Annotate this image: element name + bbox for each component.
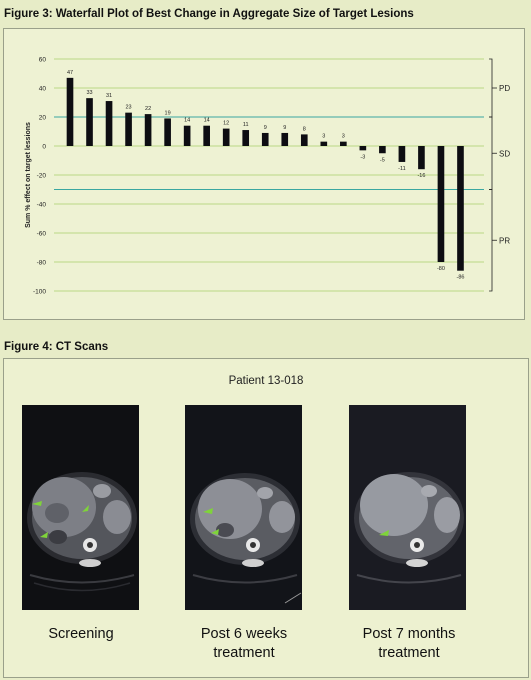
bar-value-label: 19 bbox=[165, 110, 171, 116]
ct-image-6-weeks bbox=[185, 405, 302, 610]
y-tick-label: -40 bbox=[37, 202, 47, 209]
ct-scan-7-months bbox=[349, 405, 466, 610]
bar-value-label: -3 bbox=[360, 154, 365, 160]
category-label: PR bbox=[499, 236, 510, 245]
bar bbox=[105, 101, 113, 146]
bar bbox=[261, 132, 269, 146]
y-tick-label: -60 bbox=[37, 231, 47, 238]
bar-value-label: -16 bbox=[417, 173, 425, 179]
bar-value-label: 14 bbox=[184, 118, 190, 124]
lesion-arrow-6 bbox=[379, 530, 389, 536]
caption-6-weeks: Post 6 weeks treatment bbox=[200, 626, 288, 661]
y-tick-label: 40 bbox=[39, 86, 47, 93]
bar-value-label: 3 bbox=[322, 134, 325, 140]
figure-3-title: Figure 3: Waterfall Plot of Best Change … bbox=[4, 8, 414, 20]
ct-scans-panel: Patient 13-018 bbox=[3, 358, 529, 678]
bar bbox=[164, 118, 171, 146]
y-tick-label: -80 bbox=[37, 260, 47, 267]
bar-value-label: -5 bbox=[380, 157, 385, 163]
bar bbox=[437, 146, 445, 262]
lesion-arrow-2 bbox=[82, 505, 89, 512]
lesion-arrow-3 bbox=[40, 532, 48, 538]
bar-value-label: 12 bbox=[223, 121, 229, 127]
category-bracket bbox=[489, 116, 493, 190]
bar-value-label: 22 bbox=[145, 106, 151, 112]
bar-value-label: 11 bbox=[243, 122, 249, 128]
ct-scan-screening bbox=[22, 405, 139, 610]
bar bbox=[242, 130, 250, 146]
bar-value-label: 47 bbox=[67, 70, 73, 76]
bar bbox=[300, 134, 308, 146]
y-tick-label: -100 bbox=[33, 289, 46, 296]
category-label: PD bbox=[499, 84, 510, 93]
bar-value-label: 9 bbox=[264, 125, 267, 131]
y-tick-label: 0 bbox=[42, 144, 46, 151]
bar-value-label: 3 bbox=[342, 134, 345, 140]
bar bbox=[125, 112, 132, 146]
bar bbox=[359, 146, 367, 151]
category-bracket bbox=[489, 58, 493, 118]
patient-label: Patient 13-018 bbox=[228, 375, 304, 387]
category-bracket bbox=[489, 189, 493, 292]
bar bbox=[203, 125, 210, 146]
waterfall-plot-panel: 60 40 20 0 -20 -40 -60 -80 -100 47 33 31 23 22 19 14 14 1… bbox=[3, 28, 525, 320]
bar-value-label: 31 bbox=[106, 93, 112, 99]
bar bbox=[86, 98, 93, 146]
ct-scan-6-weeks bbox=[185, 405, 302, 610]
lesion-arrow-1 bbox=[32, 501, 42, 506]
category-label: SD bbox=[499, 149, 510, 158]
bar-value-label: 23 bbox=[126, 105, 132, 111]
bar-value-label: -86 bbox=[456, 275, 464, 281]
bar bbox=[457, 146, 464, 271]
bar bbox=[183, 125, 191, 146]
y-tick-label: 60 bbox=[39, 57, 47, 64]
bar bbox=[340, 141, 347, 146]
bar-value-label: -80 bbox=[437, 266, 445, 272]
bar-value-label: -11 bbox=[398, 166, 406, 172]
bar bbox=[398, 146, 406, 162]
bar bbox=[281, 132, 289, 146]
bar bbox=[66, 77, 74, 146]
ct-image-screening bbox=[22, 405, 139, 610]
caption-7-months: Post 7 months treatment bbox=[362, 626, 456, 661]
y-tick-label: 20 bbox=[39, 115, 47, 122]
bar-value-label: 8 bbox=[303, 126, 306, 132]
bar bbox=[222, 128, 230, 146]
bar-value-label: 14 bbox=[204, 118, 210, 124]
bar bbox=[144, 114, 152, 146]
caption-screening: Screening bbox=[48, 626, 114, 642]
bar bbox=[379, 146, 386, 154]
lesion-arrow-4 bbox=[203, 508, 213, 514]
lesion-arrow-5 bbox=[211, 529, 219, 535]
bar bbox=[320, 141, 328, 146]
figure-4-title: Figure 4: CT Scans bbox=[4, 341, 109, 353]
bar-value-label: 33 bbox=[86, 90, 92, 96]
y-axis-label: Sum % effect on target lessions bbox=[25, 122, 32, 228]
y-tick-label: -20 bbox=[37, 173, 47, 180]
ct-image-7-months bbox=[349, 405, 466, 610]
bar bbox=[418, 146, 425, 170]
bar-value-label: 9 bbox=[283, 125, 286, 131]
